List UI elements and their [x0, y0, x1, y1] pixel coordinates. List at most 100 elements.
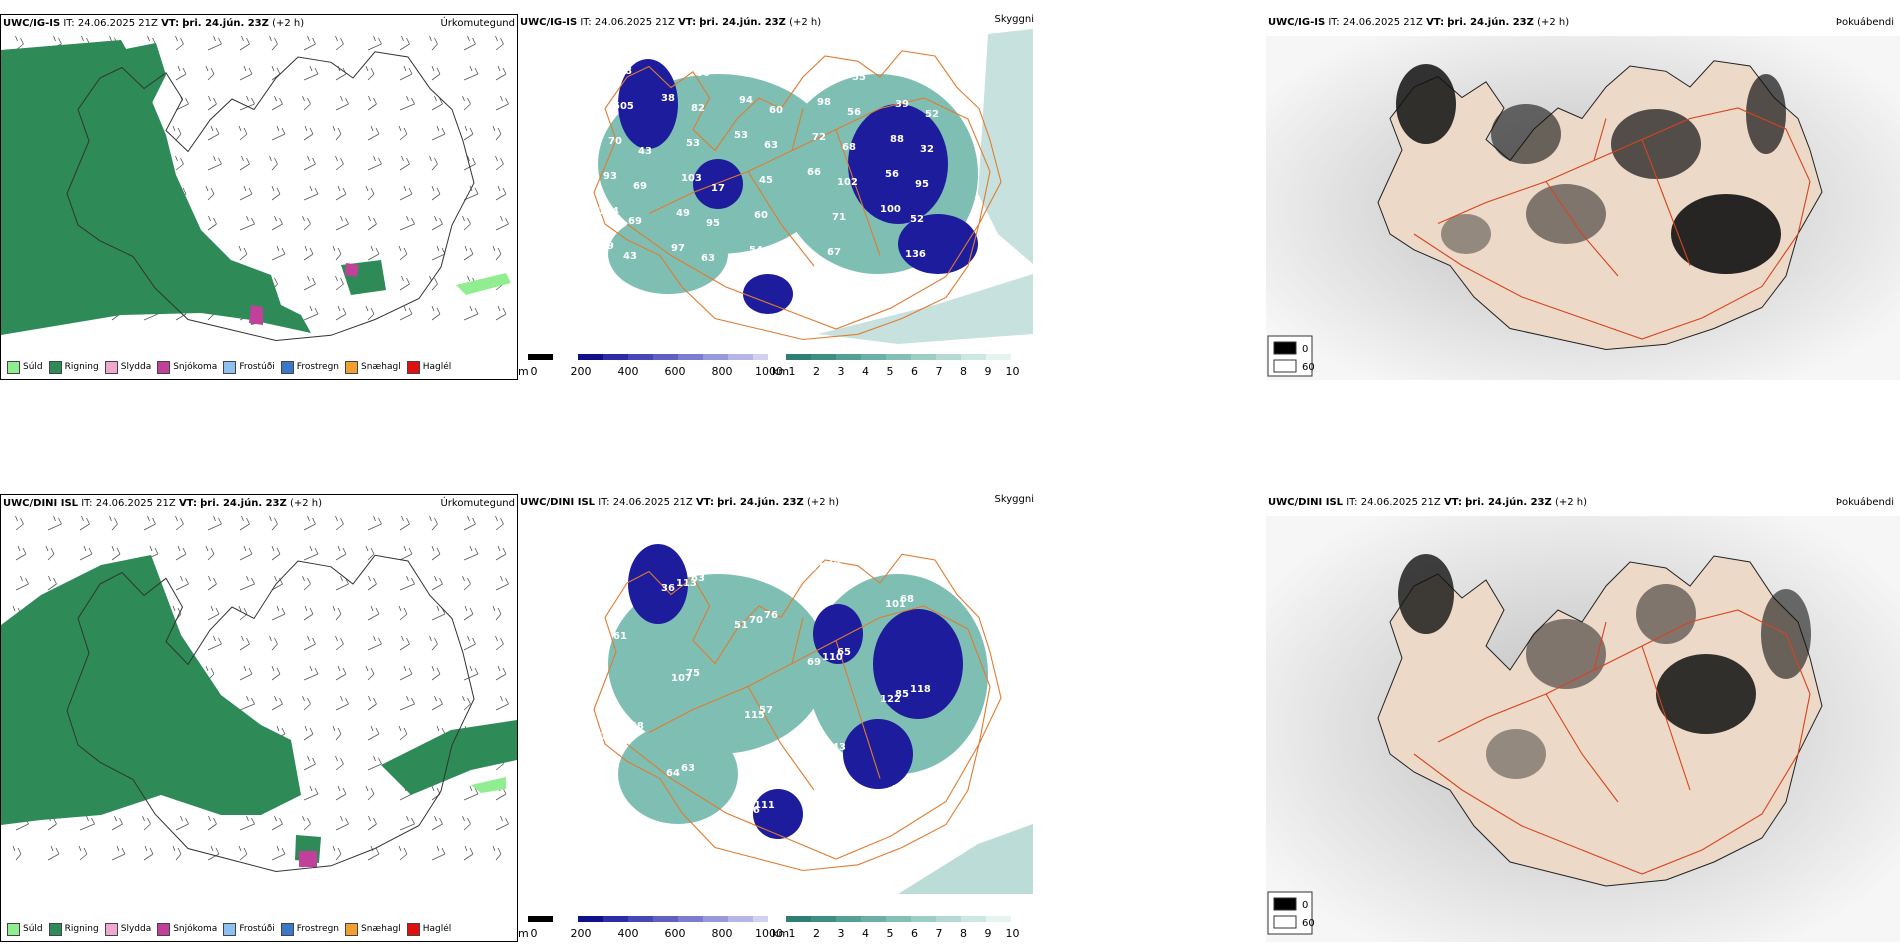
- ceiling-value-label: 63: [681, 763, 695, 774]
- wind-barb: [492, 125, 502, 141]
- ceiling-value-label: 40: [905, 779, 919, 790]
- legend-swatch: [104, 922, 118, 936]
- wind-barb: [431, 815, 443, 831]
- valid-time: þri. 24.jún. 23Z: [699, 17, 786, 28]
- ceiling-value-label: 53: [734, 130, 748, 141]
- valid-prefix: VT:: [695, 497, 714, 508]
- ceiling-value-label: 66: [807, 167, 821, 178]
- fog-legend-min: 60: [1302, 918, 1315, 929]
- wind-barb: [239, 665, 253, 681]
- panel-title: UWC/IG-IS IT: 24.06.2025 21Z VT: þri. 24…: [3, 18, 304, 29]
- wind-barb: [495, 665, 507, 681]
- wind-barb: [462, 95, 471, 111]
- wind-barb: [463, 125, 474, 141]
- wind-barb: [15, 575, 29, 591]
- legend-label: Frostúði: [239, 362, 275, 372]
- ceiling-value-label: 38: [661, 93, 675, 104]
- legend-swatch: [7, 922, 20, 936]
- panel-title: UWC/IG-IS IT: 24.06.2025 21Z VT: þri. 24…: [1268, 17, 1569, 28]
- ceiling-tick: 800: [711, 365, 733, 378]
- wind-barb: [431, 125, 446, 141]
- ceiling-value-label: 32: [920, 144, 934, 155]
- wind-barb: [431, 605, 446, 621]
- valid-time: þri. 24.jún. 23Z: [1465, 497, 1552, 508]
- ceiling-value-label: 98: [618, 66, 632, 77]
- ceiling-value-label: 65: [837, 647, 851, 658]
- wind-barb: [431, 785, 441, 801]
- panel-label: Þokuábendi: [1835, 17, 1894, 28]
- ceiling-value-label: 70: [608, 136, 622, 147]
- wind-barb: [332, 125, 342, 141]
- valid-time: þri. 24.jún. 23Z: [200, 498, 287, 509]
- ceiling-value-label: 57: [759, 705, 773, 716]
- ceiling-value-label: 52: [925, 109, 939, 120]
- wind-barb: [205, 65, 215, 81]
- wind-barb: [303, 635, 316, 651]
- wind-barb: [367, 695, 377, 711]
- legend-swatch: [104, 360, 118, 374]
- ceiling-value-label: 136: [905, 249, 926, 260]
- wind-barb: [239, 95, 255, 111]
- fog-blob: [1491, 104, 1561, 164]
- wind-barb: [365, 785, 375, 801]
- legend-swatch: [157, 922, 171, 936]
- panel-label: Skyggni: [994, 14, 1034, 25]
- precip-legend: Súld Rigning Slydda Snjókoma Frostúði Frostre…: [1, 357, 451, 377]
- fog-blob: [1396, 64, 1456, 144]
- wind-barb: [399, 185, 413, 201]
- wind-barb: [207, 575, 217, 591]
- ceiling-value-label: 67: [827, 247, 841, 258]
- wind-barb: [367, 755, 382, 771]
- init-time: IT: 24.06.2025 21Z: [580, 17, 675, 28]
- ceiling-tick: 800: [711, 927, 733, 940]
- legend-label: Frostregn: [296, 362, 340, 372]
- model-name: UWC/IG-IS: [520, 17, 578, 28]
- legend-swatch: [7, 360, 20, 374]
- fog-blob: [1656, 654, 1756, 734]
- wind-barb: [111, 845, 126, 861]
- wind-barb: [463, 605, 474, 621]
- wind-barb: [239, 35, 250, 51]
- ceiling-value-label: 56: [847, 107, 861, 118]
- wind-barb: [399, 695, 415, 711]
- wind-barb: [12, 845, 22, 861]
- ceiling-value-label: 71: [832, 212, 846, 223]
- wind-barb: [335, 155, 344, 171]
- ceiling-value-label: 39: [895, 99, 909, 110]
- ceiling-value-label: 75: [686, 668, 700, 679]
- ceiling-value-label: 103: [681, 173, 702, 184]
- ceiling-tick: 0: [530, 365, 538, 378]
- panel-label: Skyggni: [994, 494, 1034, 505]
- wind-barb: [239, 545, 253, 561]
- panel-title: UWC/DINI ISL IT: 24.06.2025 21Z VT: þri.…: [1268, 497, 1587, 508]
- ceiling-value-label: 68: [900, 594, 914, 605]
- wind-barb: [429, 275, 438, 291]
- visibility-unit: km: [772, 365, 790, 378]
- fog-blob: [1526, 619, 1606, 689]
- wind-barb: [335, 275, 344, 291]
- wind-barb: [462, 815, 471, 831]
- wind-barb: [15, 545, 27, 561]
- visibility-tick: 4: [862, 927, 869, 940]
- visibility-tick: 8: [960, 365, 967, 378]
- wind-barb: [399, 665, 413, 681]
- wind-barb: [302, 95, 311, 111]
- panel-title: UWC/DINI ISL IT: 24.06.2025 21Z VT: þri.…: [520, 497, 839, 508]
- wind-barb: [111, 545, 121, 561]
- ceiling-value-label: 87: [817, 747, 831, 758]
- wind-barb: [463, 245, 474, 261]
- ceiling-value-label: 45: [890, 784, 904, 795]
- fog-blob: [1441, 214, 1491, 254]
- wind-barb: [332, 725, 342, 741]
- wind-barb: [462, 575, 471, 591]
- wind-barb: [207, 95, 217, 111]
- wind-barb: [367, 215, 377, 231]
- wind-barb: [239, 575, 255, 591]
- ceiling-value-label: 63: [701, 253, 715, 264]
- ceiling-value-label: 28: [666, 58, 680, 69]
- wind-barb: [495, 215, 509, 231]
- ceiling-value-label: 68: [842, 142, 856, 153]
- ceiling-cell: [898, 214, 978, 274]
- wind-barb: [335, 665, 347, 681]
- fog-map: 0 60: [1266, 36, 1900, 380]
